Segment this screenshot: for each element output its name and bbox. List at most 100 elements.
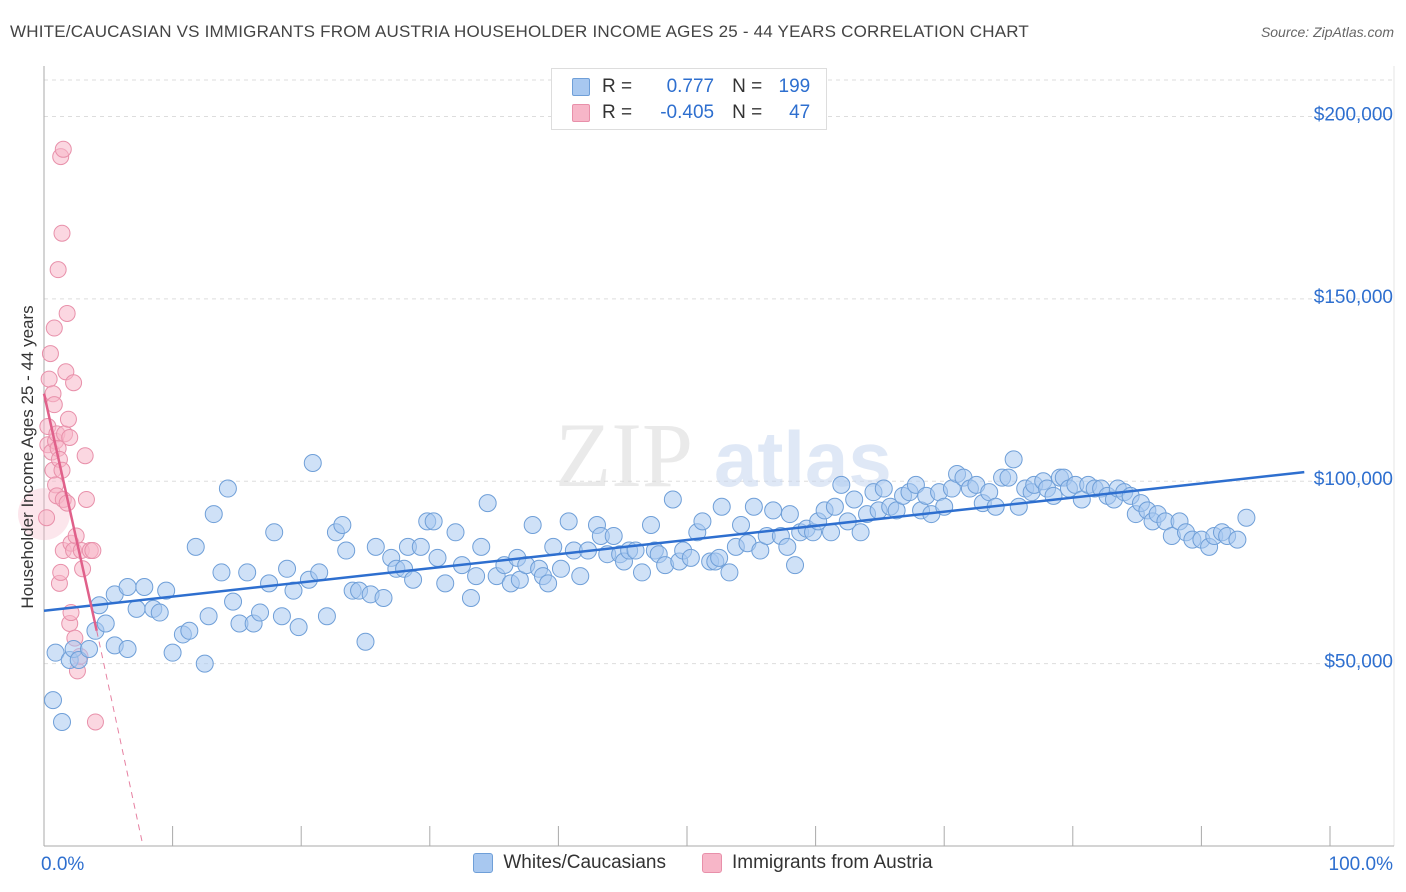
white-trendline — [43, 470, 1305, 612]
white-point — [874, 479, 893, 498]
series-legend-austria: Immigrants from Austria — [702, 852, 933, 874]
series-swatch-white — [473, 853, 494, 873]
white-point — [523, 516, 542, 535]
white-point — [710, 548, 729, 567]
austria-point — [65, 374, 83, 392]
white-point — [571, 567, 590, 586]
white-point — [157, 581, 176, 600]
austria-point — [84, 542, 102, 560]
austria-trendline-extension — [96, 630, 144, 847]
white-point — [289, 618, 308, 637]
austria-point — [45, 319, 63, 337]
white-points — [44, 450, 1256, 731]
white-point — [333, 516, 352, 535]
austria-point — [41, 345, 59, 363]
white-point — [1009, 497, 1028, 516]
austria-point — [59, 410, 77, 428]
white-point — [195, 654, 214, 673]
white-point — [732, 516, 751, 535]
white-point — [641, 516, 660, 535]
white-point — [204, 505, 223, 524]
white-point — [317, 607, 336, 626]
white-point — [467, 567, 486, 586]
white-point — [135, 578, 154, 597]
legend-r-value: -0.405 — [660, 102, 715, 123]
y-tick-labels: $50,000 $100,000 $150,000 $200,000 — [1314, 104, 1393, 672]
white-point — [1237, 508, 1256, 527]
white-point — [539, 574, 558, 593]
white-point — [199, 607, 218, 626]
white-point — [720, 563, 739, 582]
white-point — [632, 563, 651, 582]
austria-point — [40, 370, 58, 388]
white-point — [224, 592, 243, 611]
legend-swatch-white — [572, 78, 590, 96]
axes — [43, 66, 1394, 847]
white-point — [472, 537, 491, 556]
austria-point — [38, 509, 56, 527]
white-point — [906, 475, 925, 494]
austria-trendline — [42, 393, 98, 632]
white-point — [786, 556, 805, 575]
white-point — [272, 607, 291, 626]
white-point — [186, 537, 205, 556]
correlation-legend: R = 0.777 N = 199 R = -0.405 N = 47 — [551, 68, 827, 130]
series-label-white: Whites/Caucasians — [503, 852, 666, 873]
series-label-austria: Immigrants from Austria — [732, 852, 933, 873]
legend-r-label: R = — [602, 76, 633, 97]
austria-point — [76, 447, 94, 465]
chart-title: WHITE/CAUCASIAN VS IMMIGRANTS FROM AUSTR… — [10, 22, 1029, 41]
white-point — [559, 512, 578, 531]
white-point — [118, 640, 137, 659]
white-point — [744, 497, 763, 516]
white-point — [764, 501, 783, 520]
x-tick-label-min: 0.0% — [41, 854, 84, 875]
white-point — [310, 563, 329, 582]
white-point — [681, 548, 700, 567]
legend-n-value: 47 — [789, 102, 811, 123]
white-point — [461, 588, 480, 607]
white-point — [366, 537, 385, 556]
white-point — [999, 468, 1018, 487]
series-swatch-austria — [702, 853, 722, 873]
austria-point — [52, 563, 70, 581]
watermark-zip: ZIP — [555, 404, 693, 506]
austria-point — [86, 713, 104, 731]
white-point — [96, 614, 115, 633]
white-point — [218, 479, 237, 498]
white-point — [69, 650, 88, 669]
white-point — [127, 599, 146, 618]
watermark: ZIP atlas — [555, 404, 892, 506]
white-point — [150, 603, 169, 622]
white-point — [46, 643, 65, 662]
austria-point — [49, 261, 67, 279]
white-point — [303, 454, 322, 472]
white-point — [1044, 486, 1063, 505]
x-tick-labels: 0.0% 100.0% — [41, 854, 1393, 875]
legend-n-value: 199 — [778, 76, 811, 97]
white-point — [446, 523, 465, 542]
legend-n-label: N = — [732, 102, 763, 123]
y-tick-label: $50,000 — [1324, 652, 1393, 673]
white-point — [851, 523, 870, 542]
legend-r-value: 0.777 — [666, 76, 715, 97]
white-point — [356, 632, 375, 651]
white-point — [118, 578, 137, 597]
white-point — [663, 490, 682, 509]
legend-row-white: R = 0.777 N = 199 — [572, 74, 810, 100]
y-tick-label: $200,000 — [1314, 104, 1393, 125]
austria-point — [77, 490, 95, 508]
series-legend-white: Whites/Caucasians — [473, 852, 666, 874]
trendlines — [42, 393, 1305, 847]
white-point — [778, 537, 797, 556]
legend-n-label: N = — [732, 76, 763, 97]
x-tick-label-max: 100.0% — [1329, 854, 1394, 875]
white-point — [604, 526, 623, 545]
austria-point — [54, 140, 72, 158]
series-legend: Whites/Caucasians Immigrants from Austri… — [0, 852, 1406, 874]
white-point — [212, 563, 231, 582]
legend-r-label: R = — [602, 102, 633, 123]
white-point — [337, 541, 356, 560]
source-label: Source: ZipAtlas.com — [1260, 24, 1394, 40]
